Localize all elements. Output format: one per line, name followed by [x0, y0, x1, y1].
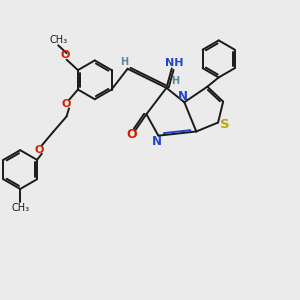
Text: H: H — [171, 76, 179, 86]
Text: H: H — [120, 57, 128, 67]
Text: N: N — [152, 135, 162, 148]
Text: O: O — [127, 128, 137, 141]
Text: CH₃: CH₃ — [11, 203, 29, 213]
Text: N: N — [178, 90, 188, 103]
Text: CH₃: CH₃ — [49, 35, 67, 45]
Text: O: O — [34, 145, 44, 154]
Text: O: O — [60, 50, 70, 61]
Text: S: S — [220, 118, 230, 130]
Text: O: O — [61, 99, 71, 109]
Text: NH: NH — [165, 58, 183, 68]
